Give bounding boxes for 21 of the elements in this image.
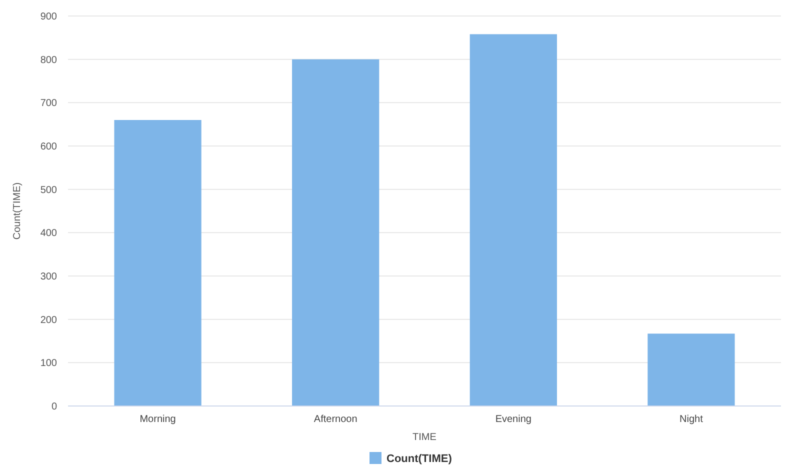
x-tick-label: Morning xyxy=(140,414,176,425)
y-tick-label: 700 xyxy=(40,98,58,110)
y-tick-label: 200 xyxy=(40,314,58,326)
y-tick-label: 900 xyxy=(40,12,58,22)
x-tick-label: Evening xyxy=(495,414,532,425)
bar xyxy=(114,120,202,406)
y-tick-label: 100 xyxy=(40,358,58,370)
y-tick-label: 800 xyxy=(40,54,58,66)
bar xyxy=(470,34,557,406)
y-tick-label: 300 xyxy=(40,272,58,282)
y-axis-title: Count(TIME) xyxy=(12,182,23,240)
x-tick-label: Night xyxy=(680,414,704,425)
y-tick-label: 500 xyxy=(40,184,58,196)
x-tick-label: Afternoon xyxy=(314,414,358,425)
legend-label: Count(TIME) xyxy=(386,453,452,465)
y-tick-label: 0 xyxy=(51,402,58,412)
bar xyxy=(292,59,380,406)
x-axis-title: TIME xyxy=(412,432,437,443)
y-tick-label: 400 xyxy=(40,228,58,240)
y-tick-label: 600 xyxy=(40,142,58,152)
bar xyxy=(648,334,735,406)
